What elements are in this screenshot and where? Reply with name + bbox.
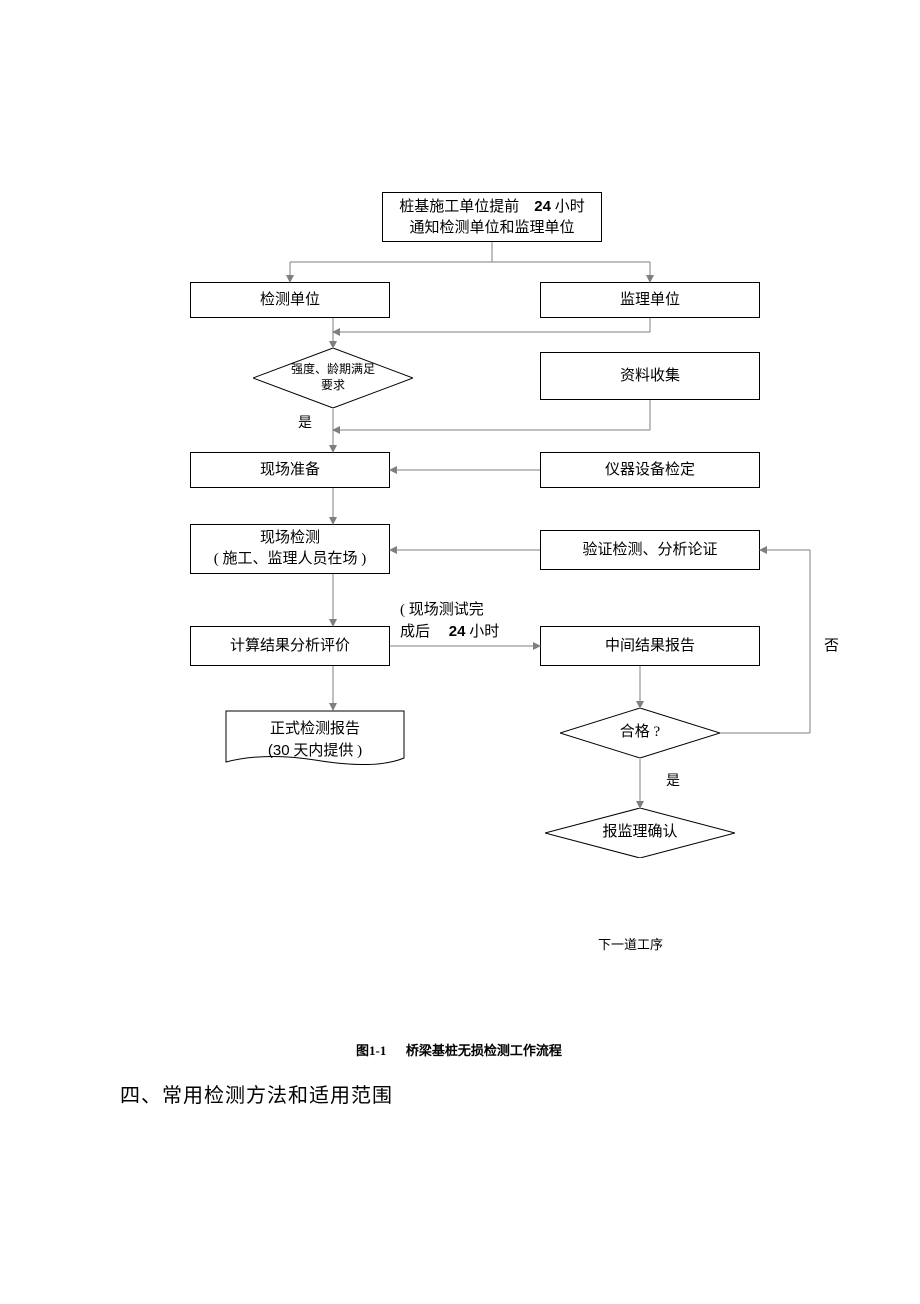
next-step-text: 下一道工序	[598, 937, 663, 952]
node-mid-report: 中间结果报告	[540, 626, 760, 666]
node-strength-diamond: 强度、龄期满足 要求	[253, 348, 413, 408]
inspect-unit-label: 检测单位	[260, 290, 320, 311]
node-equip-check: 仪器设备检定	[540, 452, 760, 488]
node-verify: 验证检测、分析论证	[540, 530, 760, 570]
label-next-step: 下一道工序	[598, 936, 663, 954]
node-supervise-unit: 监理单位	[540, 282, 760, 318]
site-test-l2: ( 施工、监理人员在场 )	[214, 551, 367, 567]
supervise-unit-label: 监理单位	[620, 290, 680, 311]
calc-label: 计算结果分析评价	[230, 636, 350, 657]
equip-check-label: 仪器设备检定	[605, 460, 695, 481]
formal-l1: 正式检测报告	[270, 721, 360, 737]
node-confirm-diamond: 报监理确认	[545, 808, 735, 858]
node-inspect-unit: 检测单位	[190, 282, 390, 318]
pass-label: 合格 ?	[620, 724, 660, 740]
mid-report-label: 中间结果报告	[605, 636, 695, 657]
midnote-l2b: 小时	[469, 624, 499, 640]
formal-l2a: (30	[268, 742, 290, 759]
yes2-text: 是	[666, 774, 680, 789]
node-formal-report: 正式检测报告 (30 天内提供 )	[225, 710, 405, 770]
strength-l2: 要求	[321, 378, 345, 392]
start-l1a: 桩基施工单位提前	[399, 199, 519, 215]
section-heading: 四、常用检测方法和适用范围	[120, 1082, 393, 1110]
no-text: 否	[824, 638, 839, 654]
verify-label: 验证检测、分析论证	[582, 540, 717, 561]
label-mid-note: ( 现场测试完 成后 24 小时	[400, 600, 499, 643]
node-site-prep: 现场准备	[190, 452, 390, 488]
site-test-l1: 现场检测	[260, 530, 320, 546]
site-prep-label: 现场准备	[260, 460, 320, 481]
label-yes1: 是	[298, 414, 312, 434]
section-text: 四、常用检测方法和适用范围	[120, 1085, 393, 1107]
midnote-l1: ( 现场测试完	[400, 602, 484, 618]
figure-caption: 图1-1 桥梁基桩无损检测工作流程	[356, 1042, 562, 1060]
formal-l2c: )	[357, 743, 362, 759]
node-data-collect: 资料收集	[540, 352, 760, 400]
label-no: 否	[824, 636, 839, 657]
data-collect-label: 资料收集	[620, 366, 680, 387]
strength-l1: 强度、龄期满足	[291, 362, 375, 376]
midnote-l2a: 成后	[400, 624, 430, 640]
formal-l2b: 天内提供	[293, 743, 353, 759]
start-l1em: 24	[534, 198, 551, 215]
start-l1b: 小时	[555, 199, 585, 215]
node-pass-diamond: 合格 ?	[560, 708, 720, 758]
yes1-text: 是	[298, 416, 312, 431]
midnote-l2em: 24	[449, 623, 466, 640]
node-calc: 计算结果分析评价	[190, 626, 390, 666]
caption-no: 图1-1	[356, 1043, 386, 1058]
node-site-test: 现场检测 ( 施工、监理人员在场 )	[190, 524, 390, 574]
confirm-label: 报监理确认	[602, 824, 677, 840]
caption-txt: 桥梁基桩无损检测工作流程	[406, 1043, 562, 1058]
label-yes2: 是	[666, 772, 680, 792]
node-start: 桩基施工单位提前 24 小时 通知检测单位和监理单位	[382, 192, 602, 242]
start-l2: 通知检测单位和监理单位	[409, 220, 574, 236]
